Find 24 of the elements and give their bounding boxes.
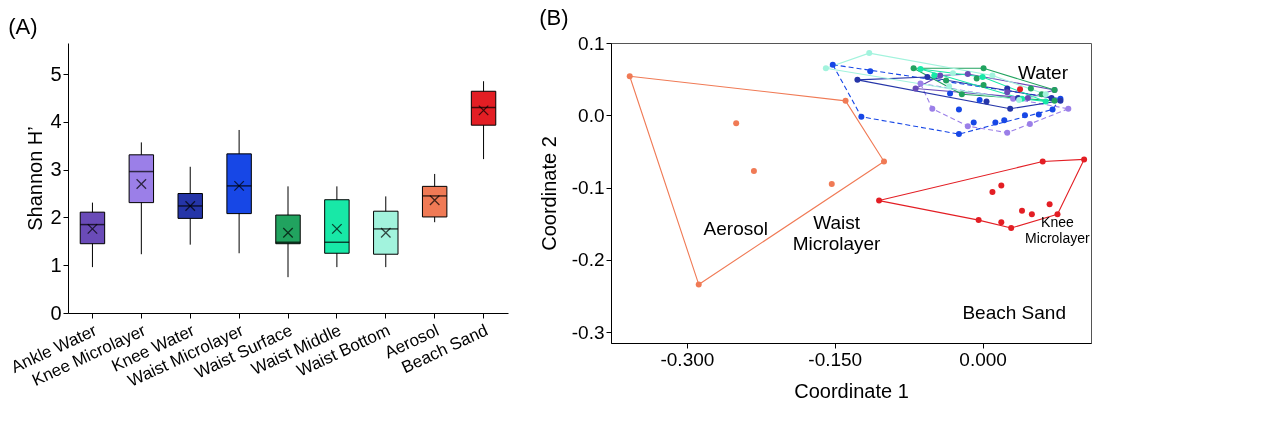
y-axis-title: Shannon H’ [24,126,47,231]
x-tick-label: -0.150 [808,348,863,370]
y-tick-label: -0.2 [571,249,605,271]
y-tick-label: 2 [50,205,62,228]
y-tick-label: 0 [50,301,62,324]
y-axis-title: Coordinate 2 [537,136,560,251]
annotation: Waist Microlayer [792,212,882,254]
annotation: Knee Microlayer [1025,214,1091,246]
annotation: Water [1018,62,1069,83]
y-tick-label: 3 [50,158,62,181]
y-tick-label: 0.0 [578,104,605,126]
y-tick-label: -0.1 [571,177,605,199]
x-tick-label: 0.000 [959,348,1007,370]
chart-title: (A) [8,14,38,39]
x-tick-label: -0.300 [660,348,715,370]
annotation: Aerosol [703,218,769,239]
y-tick-label: 0.1 [578,32,605,54]
y-tick-label: 5 [50,62,62,85]
y-tick-label: -0.3 [571,321,605,343]
annotation: Beach Sand [962,302,1066,323]
y-tick-label: 1 [50,253,62,276]
y-tick-label: 4 [50,110,62,133]
x-axis-title: Coordinate 1 [794,379,909,402]
chart-title: (B) [539,5,569,30]
